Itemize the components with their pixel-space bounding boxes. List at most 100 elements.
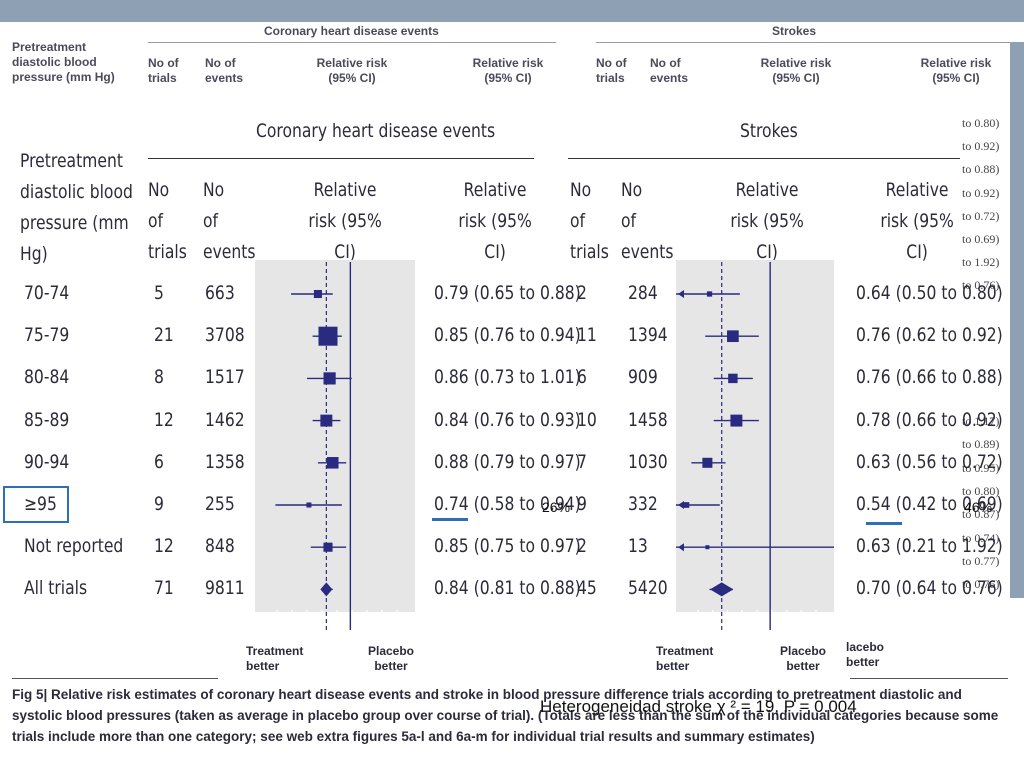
chd-trials: 21 <box>154 324 174 347</box>
background-header: Coronary heart disease events Strokes Pr… <box>0 22 1010 112</box>
chd-point-estimate <box>327 457 339 469</box>
bg-col-rr: Relative risk (95% CI) <box>920 56 992 85</box>
stroke-ci-arrow <box>678 290 684 298</box>
slide-top-bar <box>0 0 1024 22</box>
bg-rule <box>148 42 556 43</box>
stroke-events: 1394 <box>628 324 668 347</box>
chd-col-rr-text: Relative risk (95% CI) <box>458 179 532 263</box>
stroke-rr-value: 0.64 (0.50 to 0.80) <box>856 282 1003 304</box>
bg-stroke-title: Strokes <box>772 24 817 38</box>
row-category: 80-84 <box>24 366 70 389</box>
stroke-point-estimate <box>683 502 690 508</box>
caption-text: Relative risk estimates of coronary hear… <box>12 687 999 744</box>
chd-events: 3708 <box>205 324 245 347</box>
bg-col-trials: No of trials <box>596 56 627 85</box>
row-category: All trials <box>24 577 88 600</box>
highlight-box-95 <box>3 486 69 523</box>
stroke-trials: 6 <box>577 366 587 389</box>
stroke-trials: 2 <box>577 282 587 304</box>
caption-rule <box>850 678 1008 679</box>
side-note: to 0.76) <box>962 577 1000 591</box>
stroke-panel-title: Strokes <box>740 120 798 142</box>
stroke-summary-diamond <box>710 582 734 597</box>
chd-rr-value: 0.84 (0.81 to 0.88) <box>434 577 581 600</box>
chd-rr-value: 0.88 (0.79 to 0.97) <box>434 450 581 473</box>
stroke-treatment-better: Treatment better <box>656 644 714 673</box>
side-note: to 0.92) <box>962 186 1000 200</box>
stroke-col-rr-plot: Relative risk (95% CI) <box>730 179 804 263</box>
stroke-rr-value: 0.54 (0.42 to 0.69) <box>856 493 1003 515</box>
chd-underline <box>432 518 468 521</box>
stroke-rr-value: 0.70 (0.64 to 0.76) <box>856 577 1003 600</box>
chd-point-estimate <box>306 502 312 508</box>
stroke-rr-value: 0.76 (0.62 to 0.92) <box>856 324 1003 347</box>
chd-rr-value: 0.74 (0.58 to 0.94) <box>434 493 581 515</box>
stroke-trials: 45 <box>577 577 597 600</box>
chd-rr-value: 0.85 (0.76 to 0.94) <box>434 324 581 347</box>
stroke-col-events: No of events <box>621 179 674 263</box>
chd-header-rule <box>148 158 534 159</box>
bg-col-trials: No of trials <box>148 56 179 85</box>
caption-rule <box>12 678 218 679</box>
chd-panel-title: Coronary heart disease events <box>256 120 496 142</box>
stroke-ci-arrow <box>678 543 684 552</box>
stroke-events: 332 <box>628 493 658 515</box>
row-label-header: Pretreatment diastolic blood pressure (m… <box>20 150 133 265</box>
chd-point-estimate <box>323 372 336 385</box>
row-category: 70-74 <box>24 282 70 304</box>
stroke-rr-value: 0.76 (0.66 to 0.88) <box>856 366 1003 389</box>
chd-trials: 9 <box>154 493 164 515</box>
side-note: to 0.80) <box>962 116 1000 130</box>
stroke-point-estimate <box>728 373 738 384</box>
side-note: to 0.72) <box>962 209 1000 223</box>
chd-trials: 6 <box>154 450 164 473</box>
side-note: to 0.80) <box>962 484 1000 498</box>
chd-rr-value: 0.86 (0.73 to 1.01) <box>434 366 581 389</box>
stroke-point-estimate <box>727 330 739 343</box>
stroke-col-trials: No of trials <box>570 179 609 263</box>
side-note: to 0.77) <box>962 554 1000 568</box>
chd-events: 9811 <box>205 577 245 600</box>
stroke-events: 13 <box>628 535 648 558</box>
stroke-trials: 10 <box>577 408 597 431</box>
side-note: to 0.92) <box>962 139 1000 153</box>
bg-col-rr: Relative risk (95% CI) <box>316 56 388 85</box>
row-category: 75-79 <box>24 324 70 347</box>
chd-point-estimate <box>323 542 333 552</box>
row-category: ≥95 <box>24 493 57 515</box>
stroke-header-rule <box>568 158 960 159</box>
heterogeneity-annotation: Heterogeneidad stroke χ ² = 19, P = 0.00… <box>540 697 857 716</box>
stroke-rr-value: 0.63 (0.56 to 0.72) <box>856 450 1003 473</box>
stroke-trials: 11 <box>577 324 597 347</box>
chd-rr-value: 0.79 (0.65 to 0.88) <box>434 282 581 304</box>
chd-rr-value: 0.85 (0.75 to 0.97) <box>434 535 581 558</box>
caption-fig-label: Fig 5| <box>12 687 48 702</box>
chd-events: 1462 <box>205 408 245 431</box>
stroke-point-estimate <box>706 291 713 297</box>
stroke-col-rr-text: Relative risk (95% CI) <box>880 179 954 263</box>
chd-trials: 71 <box>154 577 174 600</box>
side-note: to 0.69) <box>962 232 1000 246</box>
side-note: to 0.89) <box>962 437 1000 451</box>
bg-row-label: Pretreatment diastolic blood pressure (m… <box>12 40 115 84</box>
bg-col-rr: Relative risk (95% CI) <box>760 56 832 85</box>
chd-rr-value: 0.84 (0.76 to 0.93) <box>434 408 581 431</box>
stroke-point-estimate <box>702 457 713 468</box>
stroke-events: 1458 <box>628 408 668 431</box>
figure-caption: Fig 5| Relative risk estimates of corona… <box>12 684 1012 747</box>
stroke-underline <box>866 522 902 525</box>
stroke-events: 5420 <box>628 577 668 600</box>
stroke-events: 1030 <box>628 450 668 473</box>
chd-trials: 5 <box>154 282 164 304</box>
row-category: 85-89 <box>24 408 70 431</box>
stroke-events: 284 <box>628 282 658 304</box>
bg-col-rr: Relative risk (95% CI) <box>472 56 544 85</box>
stroke-rr-value: 0.78 (0.66 to 0.92) <box>856 408 1003 431</box>
stroke-ci-arrow <box>678 501 684 509</box>
chd-point-estimate <box>313 289 322 299</box>
stroke-events: 909 <box>628 366 658 389</box>
stroke-trials: 2 <box>577 535 587 558</box>
bg-chd-title: Coronary heart disease events <box>264 24 439 38</box>
